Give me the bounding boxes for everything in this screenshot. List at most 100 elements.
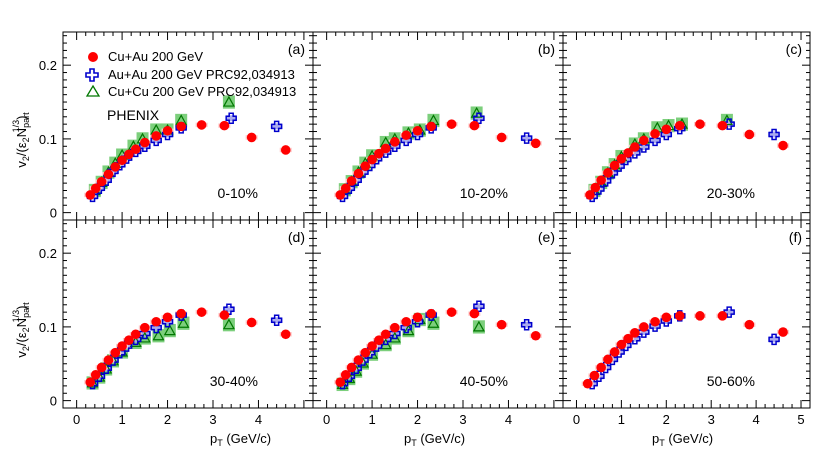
cuau-point [496,319,507,330]
cuau-point [130,144,141,155]
auau-point [270,120,283,133]
cuau-point [469,308,480,319]
y-axis-title-bottom: v2/(ε2Npart1/3) [11,302,31,358]
auau-sys-box [521,135,532,142]
cuau-point [623,333,633,344]
cuau-point [585,190,595,200]
cuau-point [530,138,541,149]
cuau-point [661,124,672,135]
cuau-point [609,347,620,357]
panels-layer [84,95,790,392]
cuau-point [246,317,257,328]
cuau-point [360,161,371,171]
cuau-point [616,154,627,164]
auau-point [649,134,661,147]
legend-marker-auau [85,68,99,82]
cuau-point [196,307,207,317]
cuau-point [151,316,161,327]
cuau-point [280,145,291,155]
y-tick-label: 0 [50,394,57,409]
panel-b [334,106,542,203]
auau-point [225,112,237,125]
x-tick-label: 1 [368,412,375,427]
cuau-point [124,335,134,345]
auau-sys-box [473,115,484,122]
cuau-point [639,135,649,146]
cuau-point [603,168,613,178]
cuau-point [639,322,649,332]
cuau-point [103,355,114,365]
cuau-point [717,120,728,131]
cuau-point [346,176,357,186]
auau-sys-box [271,123,282,130]
cucu-point [222,95,235,107]
cuau-point [367,341,377,351]
cucu-sys-box [222,318,235,332]
auau-sys-box [473,303,484,310]
x-tick-label: 0 [573,412,580,427]
panel-label: (d) [288,229,305,245]
auau-sys-box [521,321,532,328]
y-tick-label: 0.1 [39,132,57,147]
cuau-point [340,183,351,194]
x-tick-label: 1 [618,412,625,427]
cuau-point [695,311,705,321]
x-axis-title-1: pT (GeV/c) [210,431,271,448]
panel-e [334,300,542,392]
auau-sys-box [271,317,282,324]
cuau-point [390,322,400,333]
cuau-point [630,142,640,152]
panel-frame [562,219,811,409]
cuau-point [367,154,377,165]
cuau-point [110,347,121,358]
centrality-label: 30-40% [210,373,258,389]
cuau-point [616,339,627,350]
cuau-point [280,329,291,340]
centrality-label: 50-60% [707,373,755,389]
auau-point [223,303,235,315]
cuau-point [374,148,384,159]
cuau-point [744,129,755,140]
y-tick-label: 0.1 [39,320,57,335]
legend-marker-cuau [88,52,98,62]
cuau-point [778,140,788,151]
cuau-point [717,311,728,321]
cuau-point [401,130,411,141]
cuau-point [374,335,384,345]
cuau-point [335,377,346,387]
auau-sys-box [629,335,640,342]
cuau-point [117,155,127,166]
cuau-point [151,131,161,141]
cuau-point [117,341,127,351]
cuau-point [162,125,173,136]
cuau-point [340,370,351,380]
auau-point [768,333,780,346]
panel-label: (e) [538,229,555,245]
y-tick-label: 0 [50,206,57,221]
x-tick-label: 4 [255,412,262,427]
x-tick-label: 2 [164,412,171,427]
cuau-point [603,354,613,365]
cuau-point [380,329,391,340]
cuau-point [446,307,457,317]
cuau-point [650,128,660,139]
cuau-point [219,310,230,320]
legend-label-cucu: Cu+Cu 200 GeV PRC92,034913 [108,84,296,99]
cuau-point [90,370,101,380]
cuau-point [426,308,436,319]
frames-layer: 0 0.1 0.2 (a) 0-10% (b) 10-20% (c) 20-30% 0 0.1 0.2… [39,31,811,427]
cucu-sys-box [472,320,485,334]
centrality-label: 40-50% [460,373,508,389]
cuau-point [590,182,601,193]
cuau-point [85,190,96,200]
cuau-point [630,328,640,338]
panel-c [583,113,790,203]
cuau-point [140,322,150,333]
cuau-point [650,316,660,327]
cuau-point [110,162,121,172]
panel-d [84,303,292,390]
svg-text:v2/(ε2Npart1/3): v2/(ε2Npart1/3) [11,112,31,168]
auau-point [520,318,533,331]
x-tick-label: 2 [414,412,421,427]
